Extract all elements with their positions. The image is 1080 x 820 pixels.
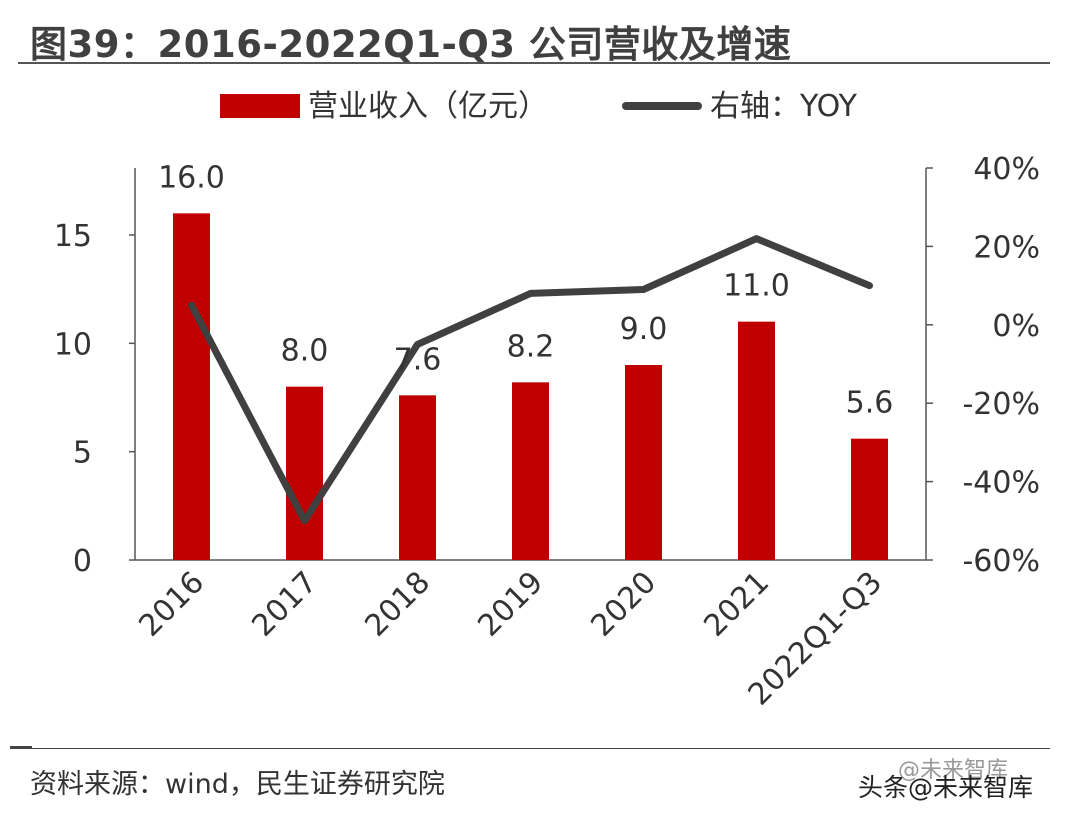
legend-bar-label: 营业收入（亿元） [308,89,548,124]
revenue-bar [399,395,436,560]
left-tick-label: 10 [54,327,92,362]
source-note: 资料来源：wind，民生证券研究院 [30,769,445,800]
left-tick-label: 5 [73,436,92,471]
watermark: 头条@未来智库 [858,768,1033,804]
bar-value-label: 7.6 [394,342,442,377]
left-tick-label: 0 [73,544,92,579]
x-tick-label: 2018 [358,565,437,644]
revenue-bar [625,365,662,560]
left-tick-label: 15 [54,219,92,254]
bar-value-label: 11.0 [723,269,790,304]
right-tick-label: 0% [992,309,1040,344]
bar-value-label: 8.2 [507,329,555,364]
x-tick-label: 2021 [697,565,776,644]
axes: 0 5 10 15 -60% -40% -20% 0% 20% 40% [54,152,1040,579]
x-tick-label: 2017 [245,565,324,644]
footer-tick [10,746,32,749]
legend-line-label: 右轴：YOY [710,89,858,124]
title-divider [18,62,1050,64]
legend-bar-swatch [220,94,300,118]
right-tick-label: -60% [962,544,1040,579]
revenue-bar [512,382,549,560]
yoy-line-layer [188,235,873,525]
bar-value-label: 9.0 [620,312,668,347]
watermark-logo: @未来智库 [898,758,1009,783]
revenue-bar [286,386,323,560]
revenue-bar [851,438,888,560]
revenue-bar [173,213,210,561]
legend: 营业收入（亿元） 右轴：YOY [220,89,858,124]
right-tick-label: -20% [962,387,1040,422]
bar-value-label: 8.0 [281,334,329,369]
x-tick-label: 2019 [471,565,550,644]
watermark-account: @未来智库 [908,773,1034,802]
right-tick-label: -40% [962,466,1040,501]
right-tick-label: 20% [973,230,1040,265]
revenue-bar [738,321,775,560]
legend-line-swatch [622,102,702,110]
watermark-platform: 头条 [858,773,909,802]
revenue-yoy-chart: 营业收入（亿元） 右轴：YOY 0 5 10 15 -60% -40% -20% 0% 20% 4… [54,89,1040,713]
bars [173,213,888,561]
bar-value-label: 5.6 [846,386,894,421]
chart-title: 图39：2016-2022Q1-Q3 公司营收及增速 [30,23,792,66]
footer-divider [10,748,1050,749]
bar-value-label: 16.0 [158,160,225,195]
x-tick-label: 2016 [132,565,211,644]
bar-value-labels: 16.0 8.0 7.6 8.2 9.0 11.0 5.6 [158,160,893,420]
right-tick-label: 40% [973,152,1040,187]
x-tick-label: 2020 [584,565,663,644]
